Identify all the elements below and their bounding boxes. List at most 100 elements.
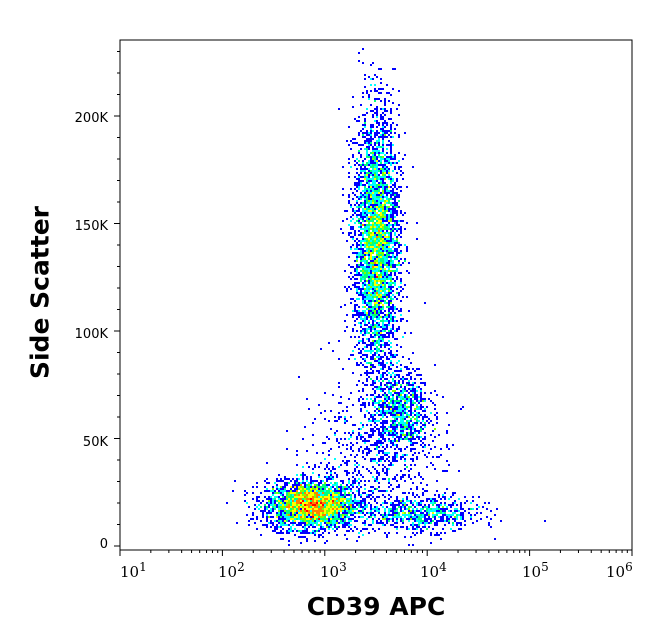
density-bin <box>376 334 378 336</box>
density-bin <box>278 474 280 476</box>
density-bin <box>382 296 384 298</box>
density-bin <box>344 534 346 536</box>
density-bin <box>392 514 394 516</box>
density-bin <box>362 276 364 278</box>
density-bin <box>374 354 376 356</box>
density-bin <box>384 282 386 284</box>
density-bin <box>348 286 350 288</box>
density-bin <box>388 242 390 244</box>
density-bin <box>370 236 372 238</box>
density-bin <box>376 420 378 422</box>
density-bin <box>378 216 380 218</box>
density-bin <box>358 120 360 122</box>
density-bin <box>420 440 422 442</box>
density-bin <box>408 382 410 384</box>
density-bin <box>414 448 416 450</box>
density-bin <box>394 460 396 462</box>
density-bin <box>460 528 462 530</box>
density-bin <box>298 498 300 500</box>
density-bin <box>362 320 364 322</box>
density-bin <box>374 418 376 420</box>
density-bin <box>330 506 332 508</box>
density-bin <box>330 428 332 430</box>
density-bin <box>280 506 282 508</box>
density-bin <box>436 480 438 482</box>
density-bin <box>366 288 368 290</box>
density-bin <box>294 522 296 524</box>
density-bin <box>378 490 380 492</box>
density-bin <box>422 450 424 452</box>
density-bin <box>384 184 386 186</box>
density-bin <box>388 252 390 254</box>
density-bin <box>266 490 268 492</box>
density-bin <box>412 388 414 390</box>
density-bin <box>402 522 404 524</box>
density-bin <box>390 282 392 284</box>
density-bin <box>358 492 360 494</box>
density-bin <box>392 216 394 218</box>
density-bin <box>364 342 366 344</box>
density-bin <box>390 514 392 516</box>
density-bin <box>420 382 422 384</box>
density-bin <box>388 452 390 454</box>
density-bin <box>288 492 290 494</box>
density-bin <box>426 528 428 530</box>
density-bin <box>412 384 414 386</box>
density-bin <box>386 306 388 308</box>
density-bin <box>376 304 378 306</box>
density-bin <box>318 516 320 518</box>
density-bin <box>330 500 332 502</box>
density-bin <box>398 252 400 254</box>
density-bin <box>374 250 376 252</box>
density-bin <box>250 518 252 520</box>
density-bin <box>306 530 308 532</box>
density-bin <box>360 356 362 358</box>
density-bin <box>374 340 376 342</box>
density-bin <box>362 330 364 332</box>
density-bin <box>344 286 346 288</box>
density-bin <box>282 518 284 520</box>
density-bin <box>370 202 372 204</box>
density-bin <box>434 502 436 504</box>
density-bin <box>382 490 384 492</box>
density-bin <box>394 320 396 322</box>
density-bin <box>292 502 294 504</box>
density-bin <box>374 152 376 154</box>
density-bin <box>328 524 330 526</box>
density-bin <box>370 254 372 256</box>
density-bin <box>382 390 384 392</box>
density-bin <box>374 228 376 230</box>
density-bin <box>318 490 320 492</box>
density-bin <box>322 496 324 498</box>
density-bin <box>370 188 372 190</box>
density-bin <box>378 178 380 180</box>
density-bin <box>404 258 406 260</box>
density-bin <box>356 436 358 438</box>
density-bin <box>272 504 274 506</box>
density-bin <box>382 156 384 158</box>
density-bin <box>376 108 378 110</box>
density-bin <box>380 82 382 84</box>
density-bin <box>374 400 376 402</box>
density-bin <box>306 524 308 526</box>
density-bin <box>364 524 366 526</box>
density-bin <box>386 356 388 358</box>
density-bin <box>368 490 370 492</box>
density-bin <box>420 406 422 408</box>
density-bin <box>364 504 366 506</box>
density-bin <box>382 324 384 326</box>
density-bin <box>362 508 364 510</box>
density-bin <box>392 420 394 422</box>
density-bin <box>388 186 390 188</box>
density-bin <box>394 526 396 528</box>
density-bin <box>260 534 262 536</box>
density-bin <box>388 440 390 442</box>
density-bin <box>376 208 378 210</box>
density-bin <box>294 534 296 536</box>
density-bin <box>320 508 322 510</box>
density-bin <box>378 168 380 170</box>
density-bin <box>392 364 394 366</box>
density-bin <box>260 502 262 504</box>
density-bin <box>390 296 392 298</box>
density-bin <box>410 394 412 396</box>
